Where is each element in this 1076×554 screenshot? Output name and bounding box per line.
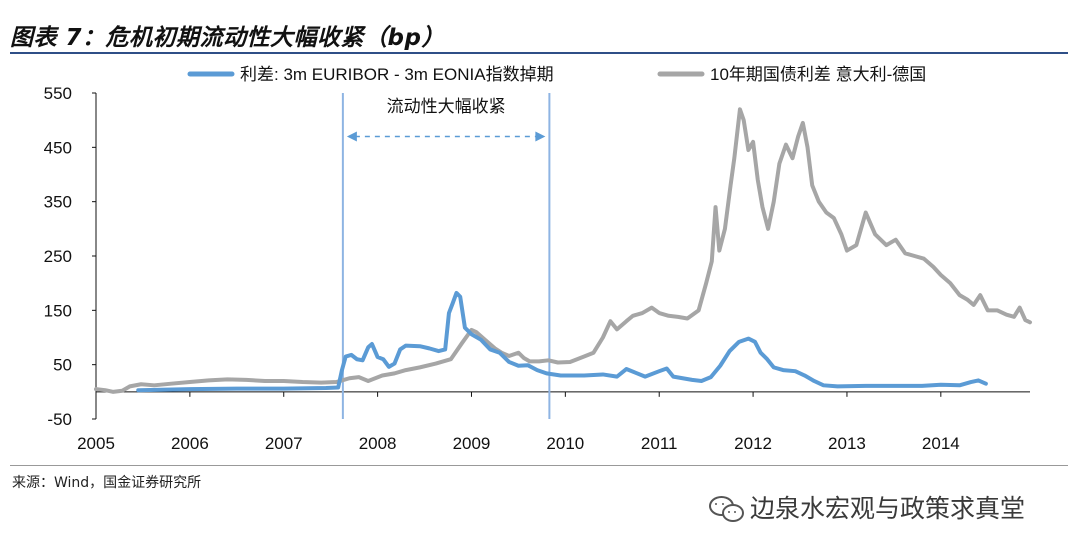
x-tick-label: 2008: [359, 434, 397, 453]
annotation-left-arrowhead: [346, 131, 357, 142]
source-note: 来源：Wind，国金证券研究所: [12, 475, 202, 491]
wechat-icon: [708, 493, 744, 522]
y-tick-label: 50: [53, 356, 72, 375]
x-tick-label: 2014: [922, 434, 960, 453]
x-tick-label: 2009: [453, 434, 491, 453]
series-italy-germany-line: [94, 107, 1032, 394]
x-tick-label: 2007: [265, 434, 303, 453]
chart-canvas: -50 50 150 250 350 450 550 2005 2006 2007 2008 2009…: [44, 65, 1032, 453]
x-tick-label: 2013: [828, 434, 866, 453]
annotation-right-arrowhead: [535, 131, 546, 142]
x-tick-label: 2012: [734, 434, 772, 453]
line-chart: -50 50 150 250 350 450 550 2005 2006 2007 2008 2009…: [0, 56, 1076, 466]
page-title: 图表 7：危机初期流动性大幅收紧（bp）: [10, 25, 445, 51]
x-tick-label: 2005: [77, 434, 115, 453]
source-divider: [10, 465, 1068, 466]
legend-italy-germany-label: 10年期国债利差 意大利-德国: [710, 65, 926, 84]
annotation-label: 流动性大幅收紧: [387, 97, 506, 116]
y-tick-label: 350: [44, 193, 72, 212]
y-tick-label: 250: [44, 247, 72, 266]
watermark: 边泉水宏观与政策求真堂: [708, 489, 1025, 525]
series-euribor-eonia-line: [136, 290, 988, 393]
x-tick-label: 2006: [171, 434, 209, 453]
watermark-text: 边泉水宏观与政策求真堂: [750, 494, 1026, 523]
y-tick-label: 450: [44, 138, 72, 157]
title-bar: 图表 7：危机初期流动性大幅收紧（bp）: [10, 18, 1068, 54]
legend-euribor-eonia-label: 利差: 3m EURIBOR - 3m EONIA指数掉期: [240, 65, 554, 84]
y-tick-label: -50: [47, 410, 72, 429]
x-tick-label: 2011: [641, 434, 678, 453]
x-tick-label: 2010: [546, 434, 584, 453]
y-tick-label: 150: [44, 301, 72, 320]
y-tick-label: 550: [44, 84, 72, 103]
